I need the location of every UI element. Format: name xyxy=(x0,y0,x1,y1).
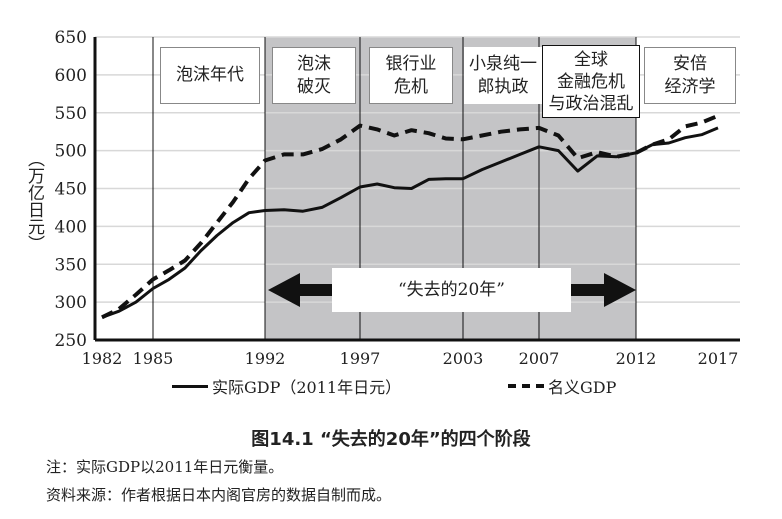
lost-decades-annotation: “失去的20年” xyxy=(332,268,571,312)
x-tick-label: 2007 xyxy=(519,349,560,368)
x-tick-label: 2012 xyxy=(616,349,657,368)
dashed-line-swatch xyxy=(508,384,544,388)
nominal-gdp-line xyxy=(101,113,719,320)
y-axis-label: （万亿日元） xyxy=(24,150,44,252)
y-tick-label: 300 xyxy=(55,293,87,313)
y-tick-label: 400 xyxy=(55,217,87,237)
figure-title: 图14.1 “失去的20年”的四个阶段 xyxy=(251,429,531,450)
legend-label: 实际GDP（2011年日元） xyxy=(212,378,402,397)
period-label-abenomics: 安倍 经济学 xyxy=(644,47,736,104)
period-label-bubble: 泡沫年代 xyxy=(160,47,260,104)
legend-label: 名义GDP xyxy=(548,378,617,397)
y-tick-label: 350 xyxy=(55,255,87,275)
x-tick-label: 1997 xyxy=(340,349,381,368)
y-tick-label: 650 xyxy=(55,28,87,48)
period-label-koizumi: 小泉纯一 郎执政 xyxy=(464,47,542,104)
y-tick-label: 450 xyxy=(55,180,87,200)
period-label-banking-crisis: 银行业 危机 xyxy=(369,47,453,104)
x-tick-label: 1992 xyxy=(245,349,286,368)
right-arrow xyxy=(571,273,636,307)
y-tick-label: 600 xyxy=(55,66,87,86)
period-label-bubble-burst: 泡沫 破灭 xyxy=(272,47,356,104)
legend-real-gdp: 实际GDP（2011年日元） xyxy=(172,374,401,398)
y-tick-label: 250 xyxy=(55,331,87,351)
y-tick-label: 500 xyxy=(55,142,87,162)
x-tick-label: 2017 xyxy=(698,349,739,368)
figure-note: 注：实际GDP以2011年日元衡量。 xyxy=(46,458,284,476)
figure-source: 资料来源：作者根据日本内阁官房的数据自制而成。 xyxy=(46,486,392,504)
x-tick-label: 2003 xyxy=(443,349,484,368)
y-tick-label: 550 xyxy=(55,104,87,124)
left-arrow xyxy=(268,273,332,307)
legend-nominal-gdp: 名义GDP xyxy=(508,374,616,398)
period-label-global-crisis: 全球 金融危机 与政治混乱 xyxy=(542,45,640,118)
x-tick-label: 1985 xyxy=(133,349,174,368)
x-tick-label: 1982 xyxy=(82,349,123,368)
solid-line-swatch xyxy=(172,384,208,388)
